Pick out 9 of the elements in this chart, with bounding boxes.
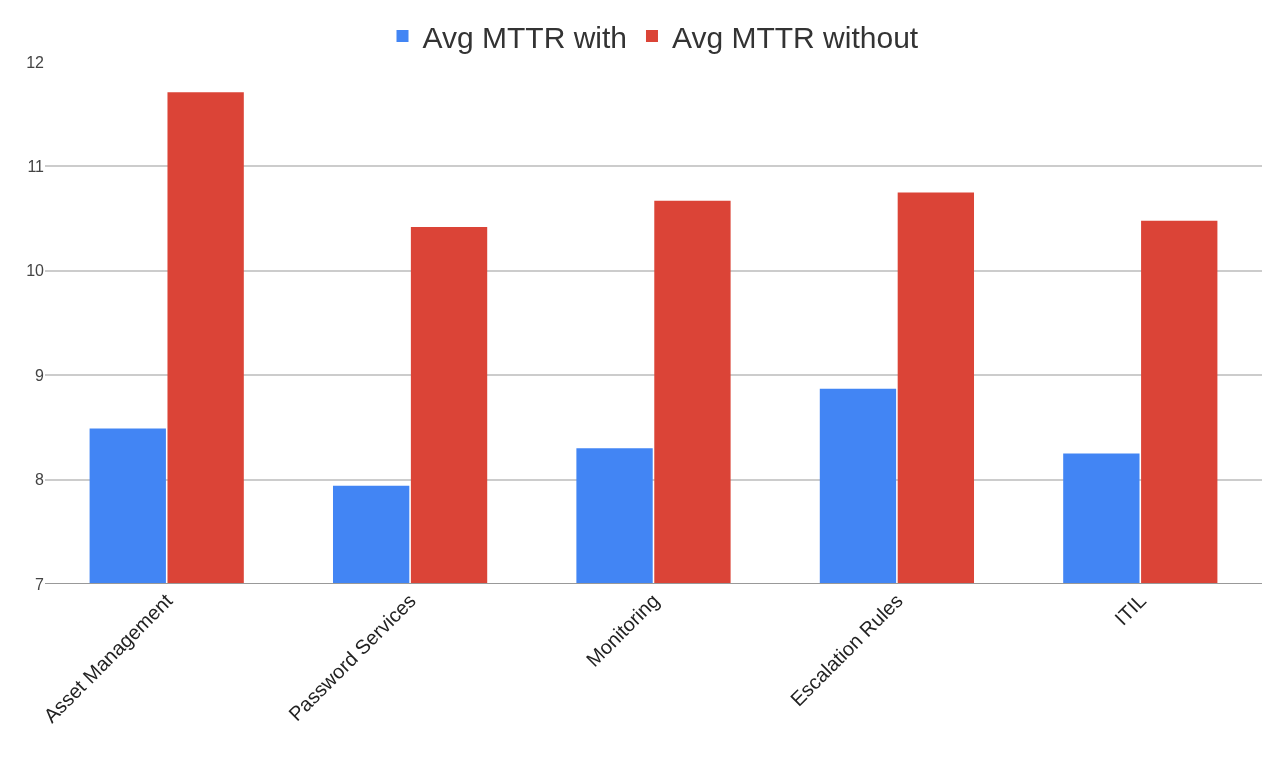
- legend-label: Avg MTTR without: [671, 20, 919, 54]
- y-tick-label: 7: [35, 575, 45, 593]
- y-tick-label: 8: [35, 471, 45, 489]
- x-tick-label: ITIL: [1110, 589, 1151, 630]
- legend-label: Avg MTTR with: [422, 20, 627, 54]
- y-tick-label: 12: [26, 53, 45, 71]
- y-tick-label: 10: [26, 262, 45, 280]
- y-tick-label: 11: [27, 158, 45, 175]
- y-tick-label: 9: [35, 366, 45, 384]
